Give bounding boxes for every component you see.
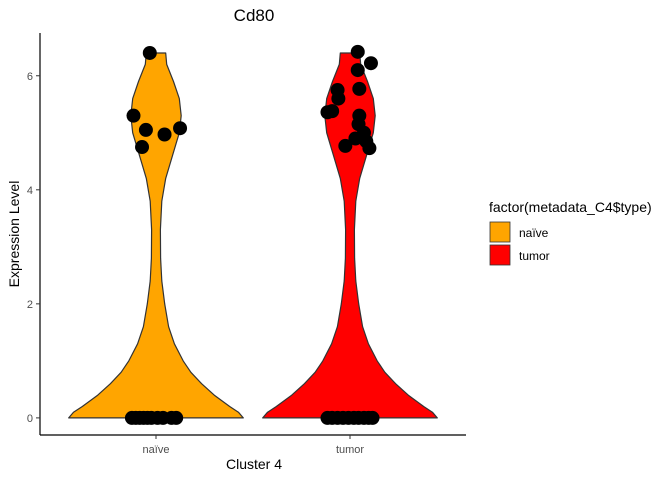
data-point [362,141,377,156]
y-tick-label: 0 [27,413,33,425]
data-point [350,44,365,59]
y-tick-label: 4 [27,185,33,197]
x-axis-title: Cluster 4 [226,456,282,472]
data-point [142,45,157,60]
data-point [350,63,365,78]
y-axis-title: Expression Level [6,181,22,288]
x-tick-label: naïve [143,444,170,456]
points-layer [124,44,380,425]
data-point [157,127,172,142]
data-point [338,138,353,153]
legend-title: factor(metadata_C4$type) [489,199,652,215]
y-axis-ticks: 0 2 4 6 [27,71,40,425]
data-point [126,108,141,123]
data-point [352,81,367,96]
data-point [365,410,380,425]
data-point [169,410,184,425]
data-point [135,140,150,155]
violin-tumor [262,52,438,419]
data-point [138,122,153,137]
legend-swatch-naive [489,221,511,243]
violin-naive [68,52,244,419]
legend: factor(metadata_C4$type) naïve tumor [489,199,652,266]
x-tick-label: tumor [336,444,364,456]
data-point [363,56,378,71]
data-point [173,121,188,136]
violins-layer [68,52,438,419]
legend-label-naive: naïve [519,226,549,240]
legend-entries: naïve tumor [489,221,550,266]
chart-title: Cd80 [234,6,275,25]
legend-label-tumor: tumor [519,249,550,263]
y-tick-label: 6 [27,71,33,83]
data-point [325,104,340,119]
x-axis-ticks: naïve tumor [143,435,364,456]
y-tick-label: 2 [27,299,33,311]
legend-swatch-tumor [489,244,511,266]
data-point [331,91,346,106]
data-point [348,131,363,146]
